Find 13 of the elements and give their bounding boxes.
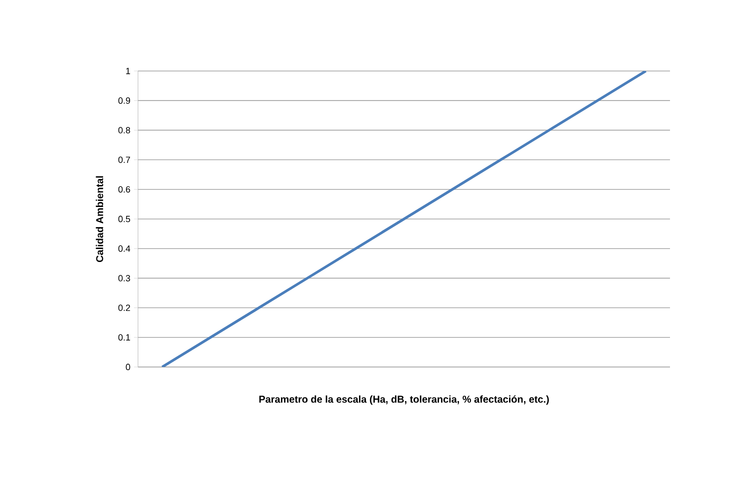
y-tick-label: 0.8 [118, 127, 130, 134]
y-tick-label: 1 [126, 68, 130, 74]
y-tick-label: 0.4 [118, 245, 130, 252]
y-tick-label: 0.9 [118, 97, 130, 104]
y-tick-label: 0 [126, 364, 130, 370]
x-axis-title: Parametro de la escala (Ha, dB, tolerancia, % afectación, etc.) [259, 395, 549, 405]
y-tick-label: 0.3 [118, 275, 130, 282]
y-tick-label: 0.1 [118, 334, 130, 341]
y-tick-label: 0.2 [118, 304, 130, 311]
y-tick-label: 0.7 [118, 156, 130, 163]
y-tick-label: 0.5 [118, 216, 130, 222]
y-axis-title: Calidad Ambiental [96, 176, 104, 262]
y-tick-label: 0.6 [118, 186, 130, 193]
